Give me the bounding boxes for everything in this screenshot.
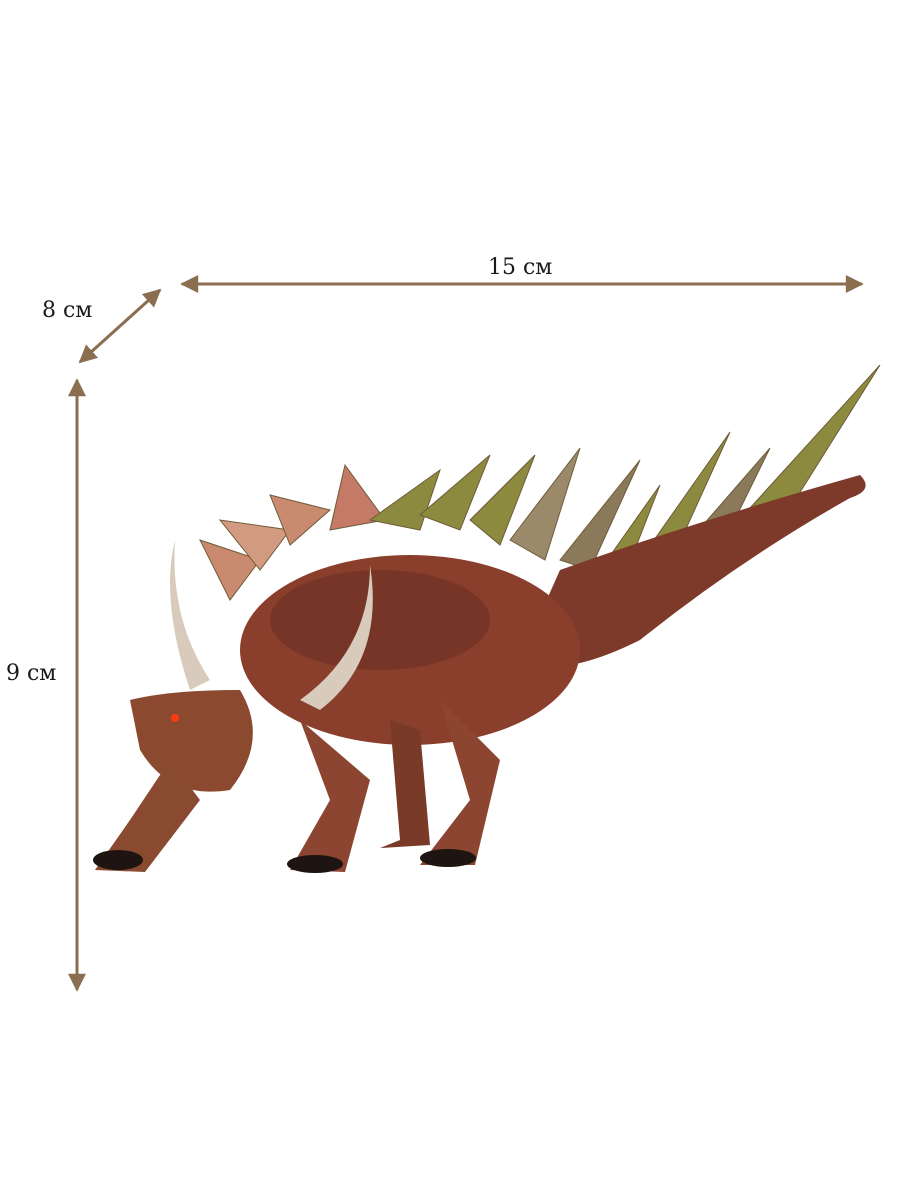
width-label: 8 см — [42, 298, 93, 323]
width-arrow — [78, 288, 162, 364]
dinosaur-figure — [93, 364, 881, 873]
length-label: 15 см — [488, 255, 553, 280]
height-label: 9 см — [6, 661, 57, 686]
